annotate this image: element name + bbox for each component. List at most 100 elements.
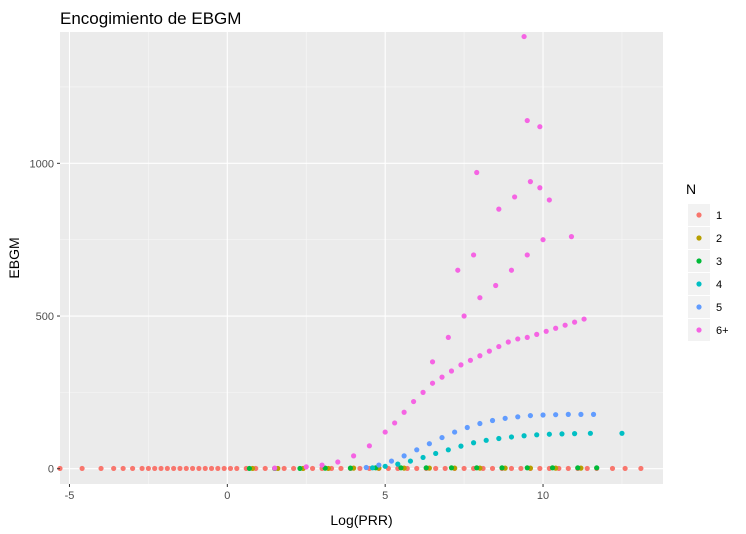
- data-point: [562, 322, 568, 328]
- data-point: [521, 433, 527, 439]
- data-point: [401, 453, 407, 459]
- legend-item: 4: [688, 273, 722, 295]
- data-point: [190, 465, 196, 472]
- data-point: [439, 374, 445, 380]
- data-point: [572, 431, 578, 437]
- data-point: [420, 454, 426, 461]
- data-point: [369, 465, 376, 471]
- data-point: [515, 336, 521, 342]
- data-point: [303, 464, 309, 470]
- data-point: [508, 434, 515, 440]
- data-point: [445, 334, 451, 341]
- legend-label: 2: [716, 233, 722, 245]
- data-point: [493, 282, 499, 289]
- legend-item: 5: [688, 296, 722, 318]
- data-point: [281, 465, 287, 472]
- data-point: [452, 429, 458, 435]
- legend-label: 6+: [716, 325, 729, 337]
- legend-key-point: [696, 235, 702, 241]
- data-point: [215, 465, 221, 472]
- data-point: [130, 465, 136, 472]
- data-point: [527, 412, 534, 419]
- data-point: [442, 465, 448, 472]
- legend-label: 1: [716, 210, 722, 222]
- data-point: [496, 206, 502, 212]
- data-point: [540, 412, 546, 418]
- legend-item: 3: [688, 250, 722, 272]
- legend-label: 3: [716, 256, 722, 268]
- data-point: [164, 465, 170, 472]
- series-4: [369, 430, 625, 471]
- data-point: [590, 411, 597, 417]
- y-axis-title: EBGM: [6, 237, 22, 278]
- data-point: [208, 465, 215, 472]
- data-point: [272, 465, 278, 471]
- data-point: [638, 465, 644, 472]
- data-point: [309, 465, 316, 472]
- legend: N 1 2 3 4 5 6+: [686, 181, 729, 341]
- data-point: [474, 169, 480, 176]
- data-point: [489, 465, 496, 472]
- data-point: [499, 465, 505, 471]
- data-point: [426, 441, 432, 447]
- data-point: [382, 429, 388, 435]
- x-tick-label: 5: [382, 490, 388, 502]
- data-point: [527, 179, 534, 185]
- data-point: [363, 464, 369, 471]
- data-point: [470, 440, 477, 446]
- data-point: [376, 462, 382, 468]
- legend-items: 1 2 3 4 5 6+: [688, 204, 729, 341]
- plot-panel: [60, 32, 663, 484]
- data-point: [158, 465, 164, 472]
- data-point: [423, 465, 429, 471]
- data-point: [470, 252, 477, 258]
- data-point: [515, 414, 521, 420]
- data-point: [448, 465, 455, 471]
- data-point: [429, 359, 436, 365]
- data-point: [518, 465, 524, 472]
- data-point: [540, 237, 546, 243]
- data-point: [407, 458, 414, 464]
- data-point: [246, 465, 253, 472]
- legend-label: 4: [716, 279, 722, 291]
- data-point: [234, 465, 240, 472]
- data-point: [477, 295, 483, 301]
- data-point: [496, 343, 502, 350]
- data-point: [496, 435, 502, 442]
- legend-key-point: [696, 212, 702, 218]
- y-tick-label: 500: [36, 311, 54, 323]
- legend-key-point: [696, 327, 702, 333]
- y-axis-ticks: 0 500 1000: [30, 158, 60, 476]
- data-point: [429, 380, 436, 386]
- data-point: [534, 331, 540, 337]
- data-point: [537, 465, 543, 472]
- data-point: [414, 447, 420, 453]
- legend-key-point: [696, 281, 702, 287]
- data-point: [171, 465, 177, 472]
- data-point: [398, 465, 404, 471]
- data-point: [486, 348, 492, 354]
- data-point: [622, 465, 628, 472]
- data-point: [420, 389, 426, 395]
- data-point: [549, 465, 556, 471]
- data-point: [458, 443, 464, 449]
- data-point: [196, 465, 202, 472]
- data-point: [483, 437, 489, 443]
- data-point: [120, 465, 126, 472]
- data-point: [461, 313, 467, 319]
- data-point: [467, 357, 474, 363]
- data-point: [79, 465, 85, 472]
- x-tick-label: -5: [65, 490, 75, 502]
- data-point: [392, 420, 398, 426]
- legend-key-point: [696, 258, 702, 264]
- data-point: [524, 117, 530, 124]
- data-point: [502, 415, 508, 421]
- data-point: [183, 465, 189, 472]
- data-point: [357, 465, 363, 472]
- data-point: [584, 465, 590, 472]
- data-point: [455, 267, 461, 273]
- data-point: [489, 417, 496, 424]
- data-point: [433, 450, 439, 457]
- data-point: [553, 412, 559, 418]
- data-point: [508, 465, 515, 472]
